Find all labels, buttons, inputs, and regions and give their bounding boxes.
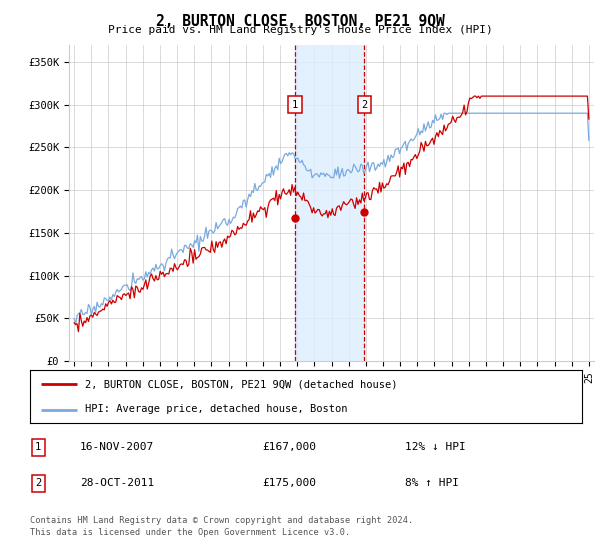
Text: 1: 1 — [35, 442, 41, 452]
Text: 12% ↓ HPI: 12% ↓ HPI — [406, 442, 466, 452]
Text: 2: 2 — [35, 478, 41, 488]
Text: 1: 1 — [292, 100, 298, 110]
Text: 2: 2 — [361, 100, 368, 110]
Text: 8% ↑ HPI: 8% ↑ HPI — [406, 478, 460, 488]
Text: £175,000: £175,000 — [262, 478, 316, 488]
Text: HPI: Average price, detached house, Boston: HPI: Average price, detached house, Bost… — [85, 404, 348, 414]
Text: 2, BURTON CLOSE, BOSTON, PE21 9QW: 2, BURTON CLOSE, BOSTON, PE21 9QW — [155, 14, 445, 29]
Text: 16-NOV-2007: 16-NOV-2007 — [80, 442, 154, 452]
Text: Contains HM Land Registry data © Crown copyright and database right 2024.: Contains HM Land Registry data © Crown c… — [30, 516, 413, 525]
Bar — [295, 45, 364, 361]
Text: 2, BURTON CLOSE, BOSTON, PE21 9QW (detached house): 2, BURTON CLOSE, BOSTON, PE21 9QW (detac… — [85, 380, 398, 390]
Text: £167,000: £167,000 — [262, 442, 316, 452]
Text: Price paid vs. HM Land Registry's House Price Index (HPI): Price paid vs. HM Land Registry's House … — [107, 25, 493, 35]
Text: This data is licensed under the Open Government Licence v3.0.: This data is licensed under the Open Gov… — [30, 528, 350, 536]
Text: 28-OCT-2011: 28-OCT-2011 — [80, 478, 154, 488]
